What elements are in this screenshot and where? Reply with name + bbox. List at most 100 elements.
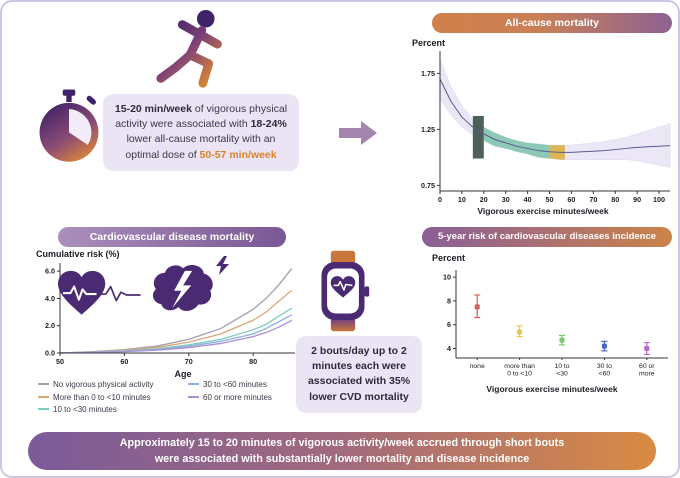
bouts-text-1: were associated with bbox=[307, 360, 406, 388]
watch-ecg bbox=[333, 280, 353, 291]
all-cause-chart: 0 10 20 30 40 50 60 70 80 90 100 0.75 1.25 1.75 bbox=[421, 51, 671, 204]
runner-body bbox=[156, 20, 222, 88]
bouts-text-2: lower CVD mortality bbox=[309, 390, 409, 403]
cvd-reduction: 35% bbox=[389, 375, 411, 388]
legend-item-0-10: More than 0 to <10 minutes bbox=[38, 393, 188, 402]
legend-item-60-more: 60 or more minutes bbox=[188, 393, 272, 402]
svg-text:2.0: 2.0 bbox=[45, 321, 55, 330]
legend-marker-30-60 bbox=[188, 383, 199, 385]
optimal-dose: 50-57 min/week bbox=[199, 148, 277, 161]
svg-text:6: 6 bbox=[447, 320, 451, 329]
svg-text:20: 20 bbox=[480, 195, 488, 204]
svg-text:40: 40 bbox=[524, 195, 532, 204]
svg-text:4: 4 bbox=[447, 344, 451, 353]
svg-text:60: 60 bbox=[120, 357, 128, 366]
svg-text:10: 10 bbox=[443, 273, 451, 282]
arrow-right-icon bbox=[339, 121, 377, 145]
stopwatch-button bbox=[86, 95, 96, 105]
heart-ecg-icon bbox=[58, 270, 141, 315]
stopwatch-icon bbox=[39, 89, 99, 162]
legend-marker-10-30 bbox=[38, 408, 49, 410]
watch-strap-top bbox=[330, 250, 356, 264]
legend-item-no-activity: No vigorous physical activity bbox=[38, 380, 188, 389]
svg-text:0 to <10: 0 to <10 bbox=[507, 371, 532, 378]
finding-text-2: lower all-cause mortality with an optima… bbox=[125, 133, 276, 161]
svg-text:80: 80 bbox=[249, 357, 257, 366]
svg-text:50: 50 bbox=[546, 195, 554, 204]
svg-text:60 or: 60 or bbox=[639, 363, 655, 370]
svg-text:1.75: 1.75 bbox=[421, 69, 435, 78]
legend-label: 30 to <60 minutes bbox=[203, 380, 267, 389]
incidence-xlabel: Vigorous exercise minutes/week bbox=[486, 384, 618, 394]
stopwatch-crown bbox=[62, 89, 76, 96]
cvd-ylabel: Cumulative risk (%) bbox=[36, 249, 120, 259]
svg-text:<60: <60 bbox=[599, 371, 611, 378]
dose-range: 15-20 min/week bbox=[114, 103, 192, 115]
svg-text:80: 80 bbox=[611, 195, 619, 204]
svg-text:70: 70 bbox=[589, 195, 597, 204]
conclusion-banner: Approximately 15 to 20 minutes of vigoro… bbox=[28, 432, 656, 470]
smartwatch-icon bbox=[321, 250, 370, 332]
bouts-dose: 2 bouts/day up to 2 minutes each bbox=[311, 345, 407, 373]
svg-text:60: 60 bbox=[567, 195, 575, 204]
svg-text:0.75: 0.75 bbox=[421, 181, 435, 190]
ecg-line-tail bbox=[96, 285, 141, 302]
svg-text:30: 30 bbox=[502, 195, 510, 204]
svg-text:0.0: 0.0 bbox=[45, 349, 55, 358]
svg-text:70: 70 bbox=[185, 357, 193, 366]
legend-label: More than 0 to <10 minutes bbox=[53, 392, 151, 402]
svg-text:10: 10 bbox=[458, 195, 466, 204]
svg-text:50: 50 bbox=[56, 357, 64, 366]
cvd-mortality-title: Cardiovascular disease mortality bbox=[58, 227, 286, 247]
brain-bolt bbox=[172, 270, 193, 308]
svg-text:10 to: 10 to bbox=[554, 363, 569, 370]
legend-item-10-30: 10 to <30 minutes bbox=[38, 405, 188, 414]
svg-text:0: 0 bbox=[438, 195, 442, 204]
conclusion-line1: Approximately 15 to 20 minutes of vigoro… bbox=[119, 437, 565, 449]
watch-crown bbox=[364, 286, 370, 297]
incidence-title: 5-year risk of cardiovascular diseases i… bbox=[422, 227, 672, 247]
ecg-line-white bbox=[62, 285, 97, 301]
key-finding-box: 15-20 min/week of vigorous physical acti… bbox=[103, 94, 299, 171]
svg-text:more: more bbox=[639, 371, 655, 378]
runner-icon bbox=[156, 9, 222, 88]
all-cause-ylabel: Percent bbox=[412, 38, 446, 48]
all-cause-xlabel: Vigorous exercise minutes/week bbox=[477, 206, 609, 216]
all-cause-title: All-cause mortality bbox=[432, 13, 672, 33]
legend-label: No vigorous physical activity bbox=[53, 380, 154, 389]
brain-icon bbox=[152, 265, 213, 311]
svg-text:<30: <30 bbox=[556, 371, 568, 378]
cvd-mortality-chart: 50 60 70 80 0.0 2.0 4.0 6.0 bbox=[45, 263, 295, 366]
svg-text:1.25: 1.25 bbox=[421, 125, 435, 134]
bouts-finding-box: 2 bouts/day up to 2 minutes each were as… bbox=[296, 336, 422, 413]
svg-text:100: 100 bbox=[653, 195, 665, 204]
legend-item-30-60: 30 to <60 minutes bbox=[188, 380, 272, 389]
flash-icon bbox=[216, 256, 229, 275]
cvd-xlabel: Age bbox=[174, 369, 192, 379]
incidence-ylabel: Percent bbox=[432, 253, 466, 263]
mortality-reduction: 18-24% bbox=[250, 118, 287, 131]
stopwatch-face bbox=[69, 109, 92, 145]
svg-text:6.0: 6.0 bbox=[45, 267, 55, 276]
stopwatch-stem bbox=[66, 94, 72, 103]
runner-head bbox=[196, 9, 215, 28]
svg-text:8: 8 bbox=[447, 296, 451, 305]
legend-label: 60 or more minutes bbox=[203, 392, 272, 402]
finding-text-1: of vigorous physical activity were assoc… bbox=[115, 103, 288, 131]
legend-label: 10 to <30 minutes bbox=[53, 405, 117, 414]
svg-text:none: none bbox=[470, 363, 485, 370]
legend-marker-60-more bbox=[188, 395, 199, 398]
legend-marker-0-10 bbox=[38, 395, 49, 398]
svg-text:90: 90 bbox=[633, 195, 641, 204]
svg-text:30 to: 30 to bbox=[597, 363, 612, 370]
legend-column-2: 30 to <60 minutes 60 or more minutes bbox=[188, 380, 272, 418]
cvd-legend: No vigorous physical activity More than … bbox=[38, 380, 272, 418]
conclusion-line2: were associated with substantially lower… bbox=[154, 452, 530, 465]
svg-text:4.0: 4.0 bbox=[45, 294, 55, 303]
legend-column-1: No vigorous physical activity More than … bbox=[38, 380, 188, 418]
svg-text:more than: more than bbox=[504, 363, 535, 370]
watch-strap-bottom bbox=[330, 318, 356, 332]
legend-marker-no-activity bbox=[38, 383, 49, 385]
